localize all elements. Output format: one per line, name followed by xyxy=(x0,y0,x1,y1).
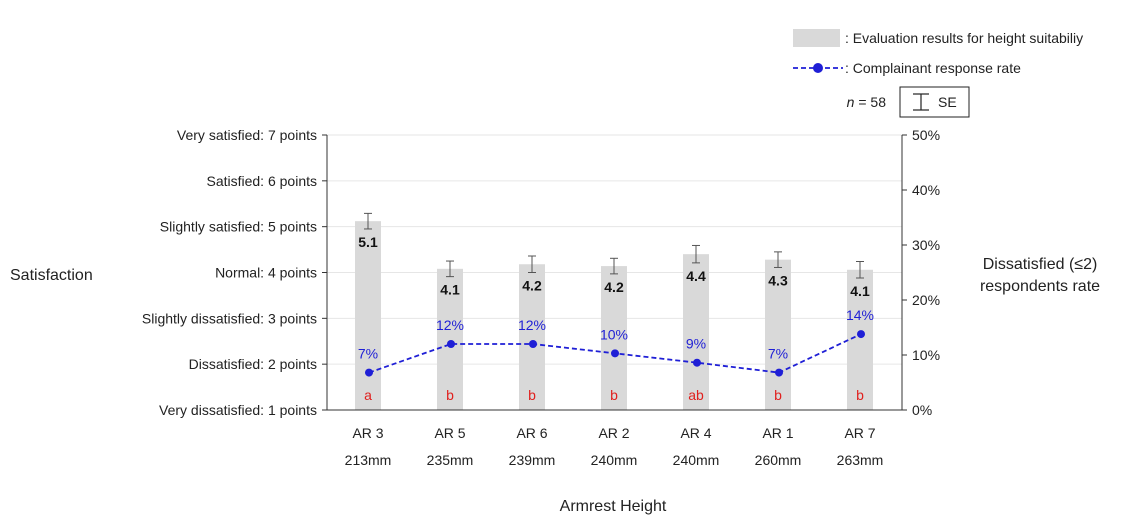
rate-value-label: 7% xyxy=(768,346,788,362)
bar-value-label: 5.1 xyxy=(358,234,378,250)
x-tick-label: AR 2 xyxy=(598,425,629,441)
x-tick-label: AR 6 xyxy=(516,425,547,441)
x-tick-sublabel: 240mm xyxy=(591,452,638,468)
rate-value-label: 7% xyxy=(358,346,378,362)
rate-point xyxy=(693,358,701,367)
group-letter: ab xyxy=(688,387,704,403)
left-tick-label: Normal: 4 points xyxy=(215,265,317,281)
rate-point xyxy=(611,349,619,358)
bar xyxy=(847,269,873,410)
n-value: = 58 xyxy=(854,94,886,110)
right-tick-label: 30% xyxy=(912,237,940,253)
left-tick-label: Very dissatisfied: 1 points xyxy=(159,402,317,418)
bar-value-label: 4.2 xyxy=(604,279,624,295)
rate-point xyxy=(529,340,537,348)
x-tick-sublabel: 213mm xyxy=(345,452,392,468)
x-axis-title: Armrest Height xyxy=(560,498,667,515)
bars xyxy=(355,221,873,410)
bar xyxy=(355,221,381,410)
right-tick-label: 10% xyxy=(912,347,940,363)
rate-point xyxy=(365,368,373,377)
bar-value-label: 4.4 xyxy=(686,268,706,284)
right-tick-label: 40% xyxy=(912,182,940,198)
bar-value-label: 4.1 xyxy=(440,282,460,298)
rate-value-label: 12% xyxy=(436,317,464,333)
left-tick-label: Slightly satisfied: 5 points xyxy=(160,219,317,235)
x-tick-label: AR 1 xyxy=(762,425,793,441)
legend: : Evaluation results for height suitabil… xyxy=(793,29,1083,76)
group-letter: b xyxy=(856,387,864,403)
bar xyxy=(683,254,709,410)
bar-value-label: 4.2 xyxy=(522,278,542,294)
error-bars xyxy=(364,212,864,279)
group-letter: a xyxy=(364,387,372,403)
left-tick-label: Satisfied: 6 points xyxy=(206,173,317,189)
bar-value-label: 4.3 xyxy=(768,272,788,288)
group-letter: b xyxy=(610,387,618,403)
left-tick-label: Very satisfied: 7 points xyxy=(177,127,317,143)
group-letter: b xyxy=(528,387,536,403)
legend-bar-label: : Evaluation results for height suitabil… xyxy=(845,30,1083,46)
group-letter: b xyxy=(446,387,454,403)
x-tick-sublabel: 260mm xyxy=(755,452,802,468)
left-tick-label: Slightly dissatisfied: 3 points xyxy=(142,310,317,326)
rate-value-label: 9% xyxy=(686,336,706,352)
right-tick-label: 50% xyxy=(912,127,940,143)
se-key-label: SE xyxy=(938,94,957,110)
x-tick-sublabel: 235mm xyxy=(427,452,474,468)
rate-value-label: 10% xyxy=(600,326,628,342)
rate-line xyxy=(365,330,865,377)
bar xyxy=(437,268,463,410)
data-labels: 5.1 a 4.1 b 4.2 b 4.2 b 4.4 ab 4.3 b 4.1 b 7% 12% 12% 10%… xyxy=(358,234,874,403)
rate-point xyxy=(857,330,865,339)
sample-size-note: n = 58 xyxy=(847,94,887,110)
legend-line-label: : Complainant response rate xyxy=(845,60,1021,76)
bar xyxy=(519,264,545,410)
right-tick-label: 20% xyxy=(912,292,940,308)
legend-line-marker xyxy=(813,63,823,73)
right-tick-label: 0% xyxy=(912,402,932,418)
left-tick-label: Dissatisfied: 2 points xyxy=(189,356,317,372)
n-symbol: n xyxy=(847,94,855,110)
x-tick-label: AR 4 xyxy=(680,425,711,441)
rate-value-label: 14% xyxy=(846,307,874,323)
x-tick-label: AR 5 xyxy=(434,425,465,441)
y-axis-right-title-line1: Dissatisfied (≤2) xyxy=(983,256,1098,273)
y-axis-right-title-line2: respondents rate xyxy=(980,278,1100,295)
x-tick-label: AR 3 xyxy=(352,425,383,441)
x-tick-label: AR 7 xyxy=(844,425,875,441)
group-letter: b xyxy=(774,387,782,403)
rate-value-label: 12% xyxy=(518,317,546,333)
legend-bar-swatch xyxy=(793,29,840,47)
se-key-box xyxy=(899,86,970,118)
x-tick-sublabel: 263mm xyxy=(837,452,884,468)
bar xyxy=(601,266,627,410)
axes: Very dissatisfied: 1 points Dissatisfied:… xyxy=(142,127,940,468)
y-axis-left-title: Satisfaction xyxy=(10,267,93,284)
x-tick-sublabel: 240mm xyxy=(673,452,720,468)
rate-point xyxy=(447,340,455,348)
bar-value-label: 4.1 xyxy=(850,283,870,299)
se-key: SE xyxy=(899,86,970,118)
x-tick-sublabel: 239mm xyxy=(509,452,556,468)
bar xyxy=(765,259,791,410)
rate-point xyxy=(775,368,783,377)
